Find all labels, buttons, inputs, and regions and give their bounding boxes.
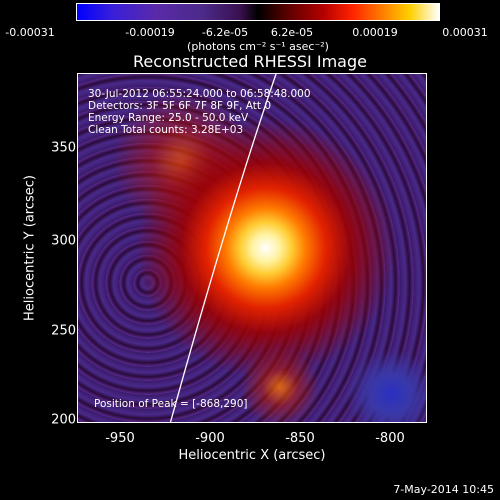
plot-title: Reconstructed RHESSI Image xyxy=(133,52,367,71)
y-tick: 350 xyxy=(51,140,76,156)
info-detectors: Detectors: 3F 5F 6F 7F 8F 9F, Att 0 xyxy=(88,100,272,112)
rhessi-image: 30-Jul-2012 06:55:24.000 to 06:58:48.000… xyxy=(77,73,427,423)
info-energy: Energy Range: 25.0 - 50.0 keV xyxy=(88,112,249,124)
y-tick: 200 xyxy=(51,412,76,428)
colorbar-tick: -0.00019 xyxy=(125,26,175,39)
colorbar xyxy=(76,3,440,21)
colorbar-units: (photons cm⁻² s⁻¹ asec⁻²) xyxy=(187,40,329,53)
colorbar-tick: -0.00031 xyxy=(5,26,55,39)
x-tick: -850 xyxy=(285,431,315,446)
y-tick: 300 xyxy=(51,233,76,249)
info-time: 30-Jul-2012 06:55:24.000 to 06:58:48.000 xyxy=(88,88,311,100)
colorbar-tick: 6.2e-05 xyxy=(270,26,314,39)
y-axis-label: Heliocentric Y (arcsec) xyxy=(22,175,38,321)
y-tick: 250 xyxy=(51,323,76,339)
solar-limb-line xyxy=(169,74,277,422)
colorbar-tick: 0.00031 xyxy=(442,26,488,39)
x-axis-label: Heliocentric X (arcsec) xyxy=(178,448,326,463)
colorbar-tick: 0.00019 xyxy=(352,26,398,39)
x-tick: -950 xyxy=(105,431,135,446)
timestamp: 7-May-2014 10:45 xyxy=(393,483,494,496)
peak-position: Position of Peak = [-868,290] xyxy=(94,398,248,410)
x-tick: -800 xyxy=(375,431,405,446)
info-clean: Clean Total counts: 3.28E+03 xyxy=(88,124,244,136)
x-tick: -900 xyxy=(195,431,225,446)
colorbar-tick: -6.2e-05 xyxy=(201,26,249,39)
